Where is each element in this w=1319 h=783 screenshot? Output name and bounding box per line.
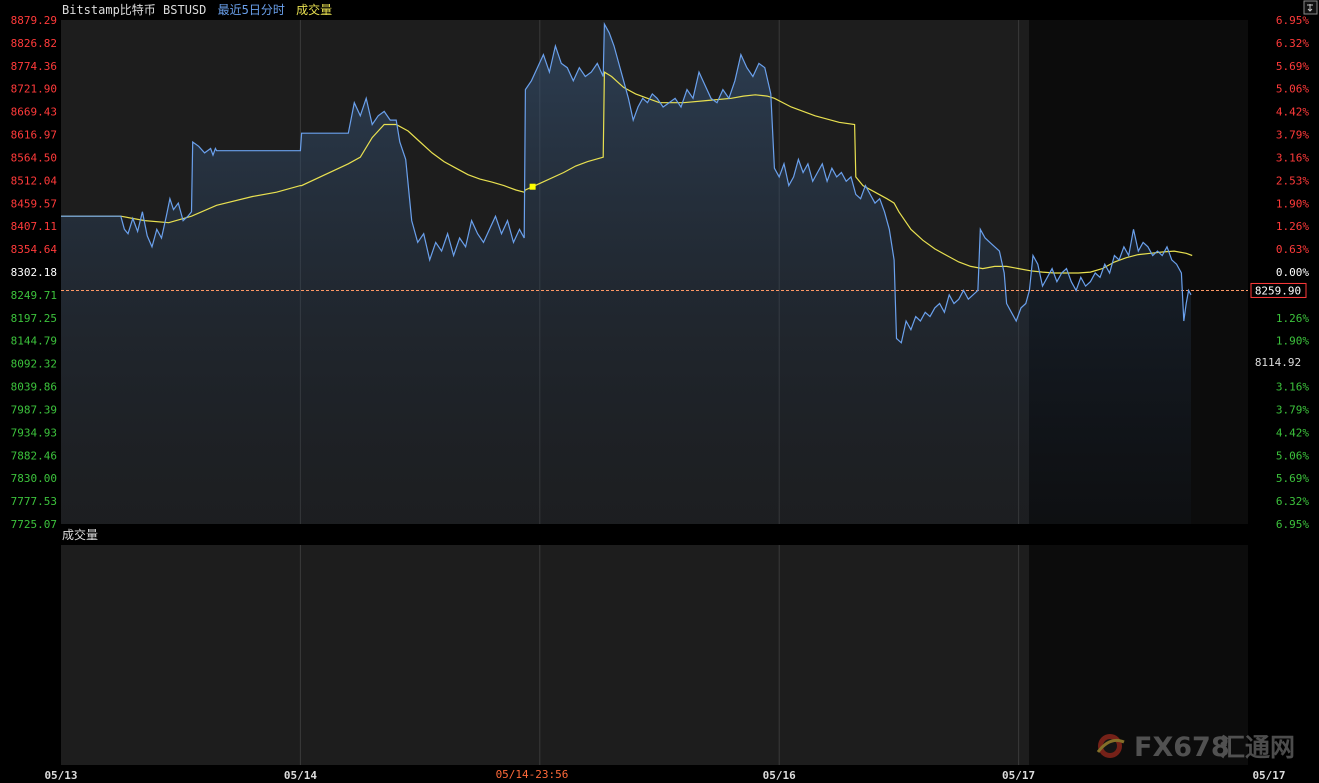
- y-tick-label-left: 8249.71: [11, 289, 57, 302]
- x-tick-label: 05/17: [1002, 769, 1035, 782]
- symbol-label: Bitstamp比特币 BSTUSD: [62, 2, 206, 17]
- y-tick-label-left: 7725.07: [11, 518, 57, 531]
- time-axis: 05/13 05/14 05/16 05/17 05/17: [44, 769, 1285, 782]
- right-percent-axis: 6.95% 6.32% 5.69% 5.06% 4.42% 3.79% 3.16% 2.53%…: [1276, 14, 1309, 531]
- watermark: FX678 汇通网: [1096, 732, 1295, 763]
- y-tick-label-right: 1.90%: [1276, 197, 1309, 210]
- x-tick-label: 05/16: [763, 769, 796, 782]
- crosshair-time-label: 05/14-23:56: [496, 768, 569, 781]
- volume-plot-extra-region: [1029, 545, 1248, 765]
- y-tick-label-right: 2.53%: [1276, 174, 1309, 187]
- y-tick-label-left: 8826.82: [11, 37, 57, 50]
- y-tick-label-left: 7987.39: [11, 403, 57, 416]
- x-tick-label: 05/17: [1252, 769, 1285, 782]
- y-tick-label-right: 5.06%: [1276, 83, 1309, 96]
- y-tick-label-left: 8039.86: [11, 381, 57, 394]
- y-tick-label-right: 4.42%: [1276, 426, 1309, 439]
- average-price-line: [61, 71, 1193, 274]
- y-tick-label-right: 3.16%: [1276, 381, 1309, 394]
- y-tick-label-left: 8459.57: [11, 197, 57, 210]
- y-tick-label-left: 8407.11: [11, 220, 57, 233]
- y-tick-label-right: 0.00%: [1276, 266, 1309, 279]
- y-tick-label-right: 6.95%: [1276, 14, 1309, 27]
- y-tick-label-right: 0.63%: [1276, 243, 1309, 256]
- y-tick-label-left: 8144.79: [11, 335, 57, 348]
- y-tick-label-left: 8616.97: [11, 129, 57, 142]
- y-tick-label-right: 3.16%: [1276, 151, 1309, 164]
- average-line-marker: [529, 183, 536, 190]
- x-tick-label: 05/14: [284, 769, 317, 782]
- y-tick-label-left: 8879.29: [11, 14, 57, 27]
- y-tick-label-right: 5.06%: [1276, 449, 1309, 462]
- y-tick-label-left: 8197.25: [11, 312, 57, 325]
- y-tick-label-left: 7777.53: [11, 495, 57, 508]
- y-tick-label-right: 1.26%: [1276, 312, 1309, 325]
- price-area-fill: [61, 24, 1191, 524]
- y-tick-label-right: 3.79%: [1276, 403, 1309, 416]
- y-tick-label-left: 8564.50: [11, 151, 57, 164]
- y-tick-label-left: 7830.00: [11, 472, 57, 485]
- y-tick-label-left: 8512.04: [11, 174, 58, 187]
- volume-panel-title: 成交量: [62, 527, 98, 542]
- y-tick-label-right: 1.90%: [1276, 335, 1309, 348]
- y-tick-label-right: 3.79%: [1276, 129, 1309, 142]
- price-line: [61, 21, 1192, 344]
- watermark-logo-icon: [1096, 734, 1125, 758]
- y-tick-label-left: 8721.90: [11, 83, 57, 96]
- volume-plot-background: [61, 545, 1029, 765]
- y-tick-label-right: 5.69%: [1276, 60, 1309, 73]
- y-tick-label-left: 8669.43: [11, 106, 57, 119]
- current-price-tag: [1250, 282, 1307, 298]
- y-tick-label-left: 7882.46: [11, 449, 57, 462]
- watermark-brand: FX678: [1134, 732, 1230, 763]
- y-tick-label-left: 8092.32: [11, 358, 57, 371]
- y-tick-label-left: 7934.93: [11, 426, 57, 439]
- y-tick-label-left: 8302.18: [11, 266, 57, 279]
- left-price-axis: 8879.29 8826.82 8774.36 8721.90 8669.43 8616.…: [11, 14, 58, 531]
- current-price-value: 8259.90: [1255, 284, 1301, 297]
- low-price-label: 8114.92: [1255, 356, 1301, 369]
- y-tick-label-right: 6.32%: [1276, 37, 1309, 50]
- y-tick-label-right: 4.42%: [1276, 106, 1309, 119]
- svg-text:Bitstamp比特币 BSTUSD 最近5日分时: Bitstamp比特币 BSTUSD 最近5日分时 成交量: [62, 2, 332, 17]
- y-tick-label-right: 1.26%: [1276, 220, 1309, 233]
- y-tick-label-left: 8774.36: [11, 60, 57, 73]
- y-tick-label-right: 5.69%: [1276, 472, 1309, 485]
- x-tick-label: 05/13: [44, 769, 77, 782]
- expand-icon[interactable]: [1303, 0, 1318, 15]
- period-label: 最近5日分时: [218, 3, 285, 17]
- y-tick-label-right: 6.95%: [1276, 518, 1309, 531]
- y-tick-label-left: 8354.64: [11, 243, 58, 256]
- watermark-site: 汇通网: [1220, 733, 1295, 762]
- indicator-label: 成交量: [296, 2, 332, 17]
- y-tick-label-right: 6.32%: [1276, 495, 1309, 508]
